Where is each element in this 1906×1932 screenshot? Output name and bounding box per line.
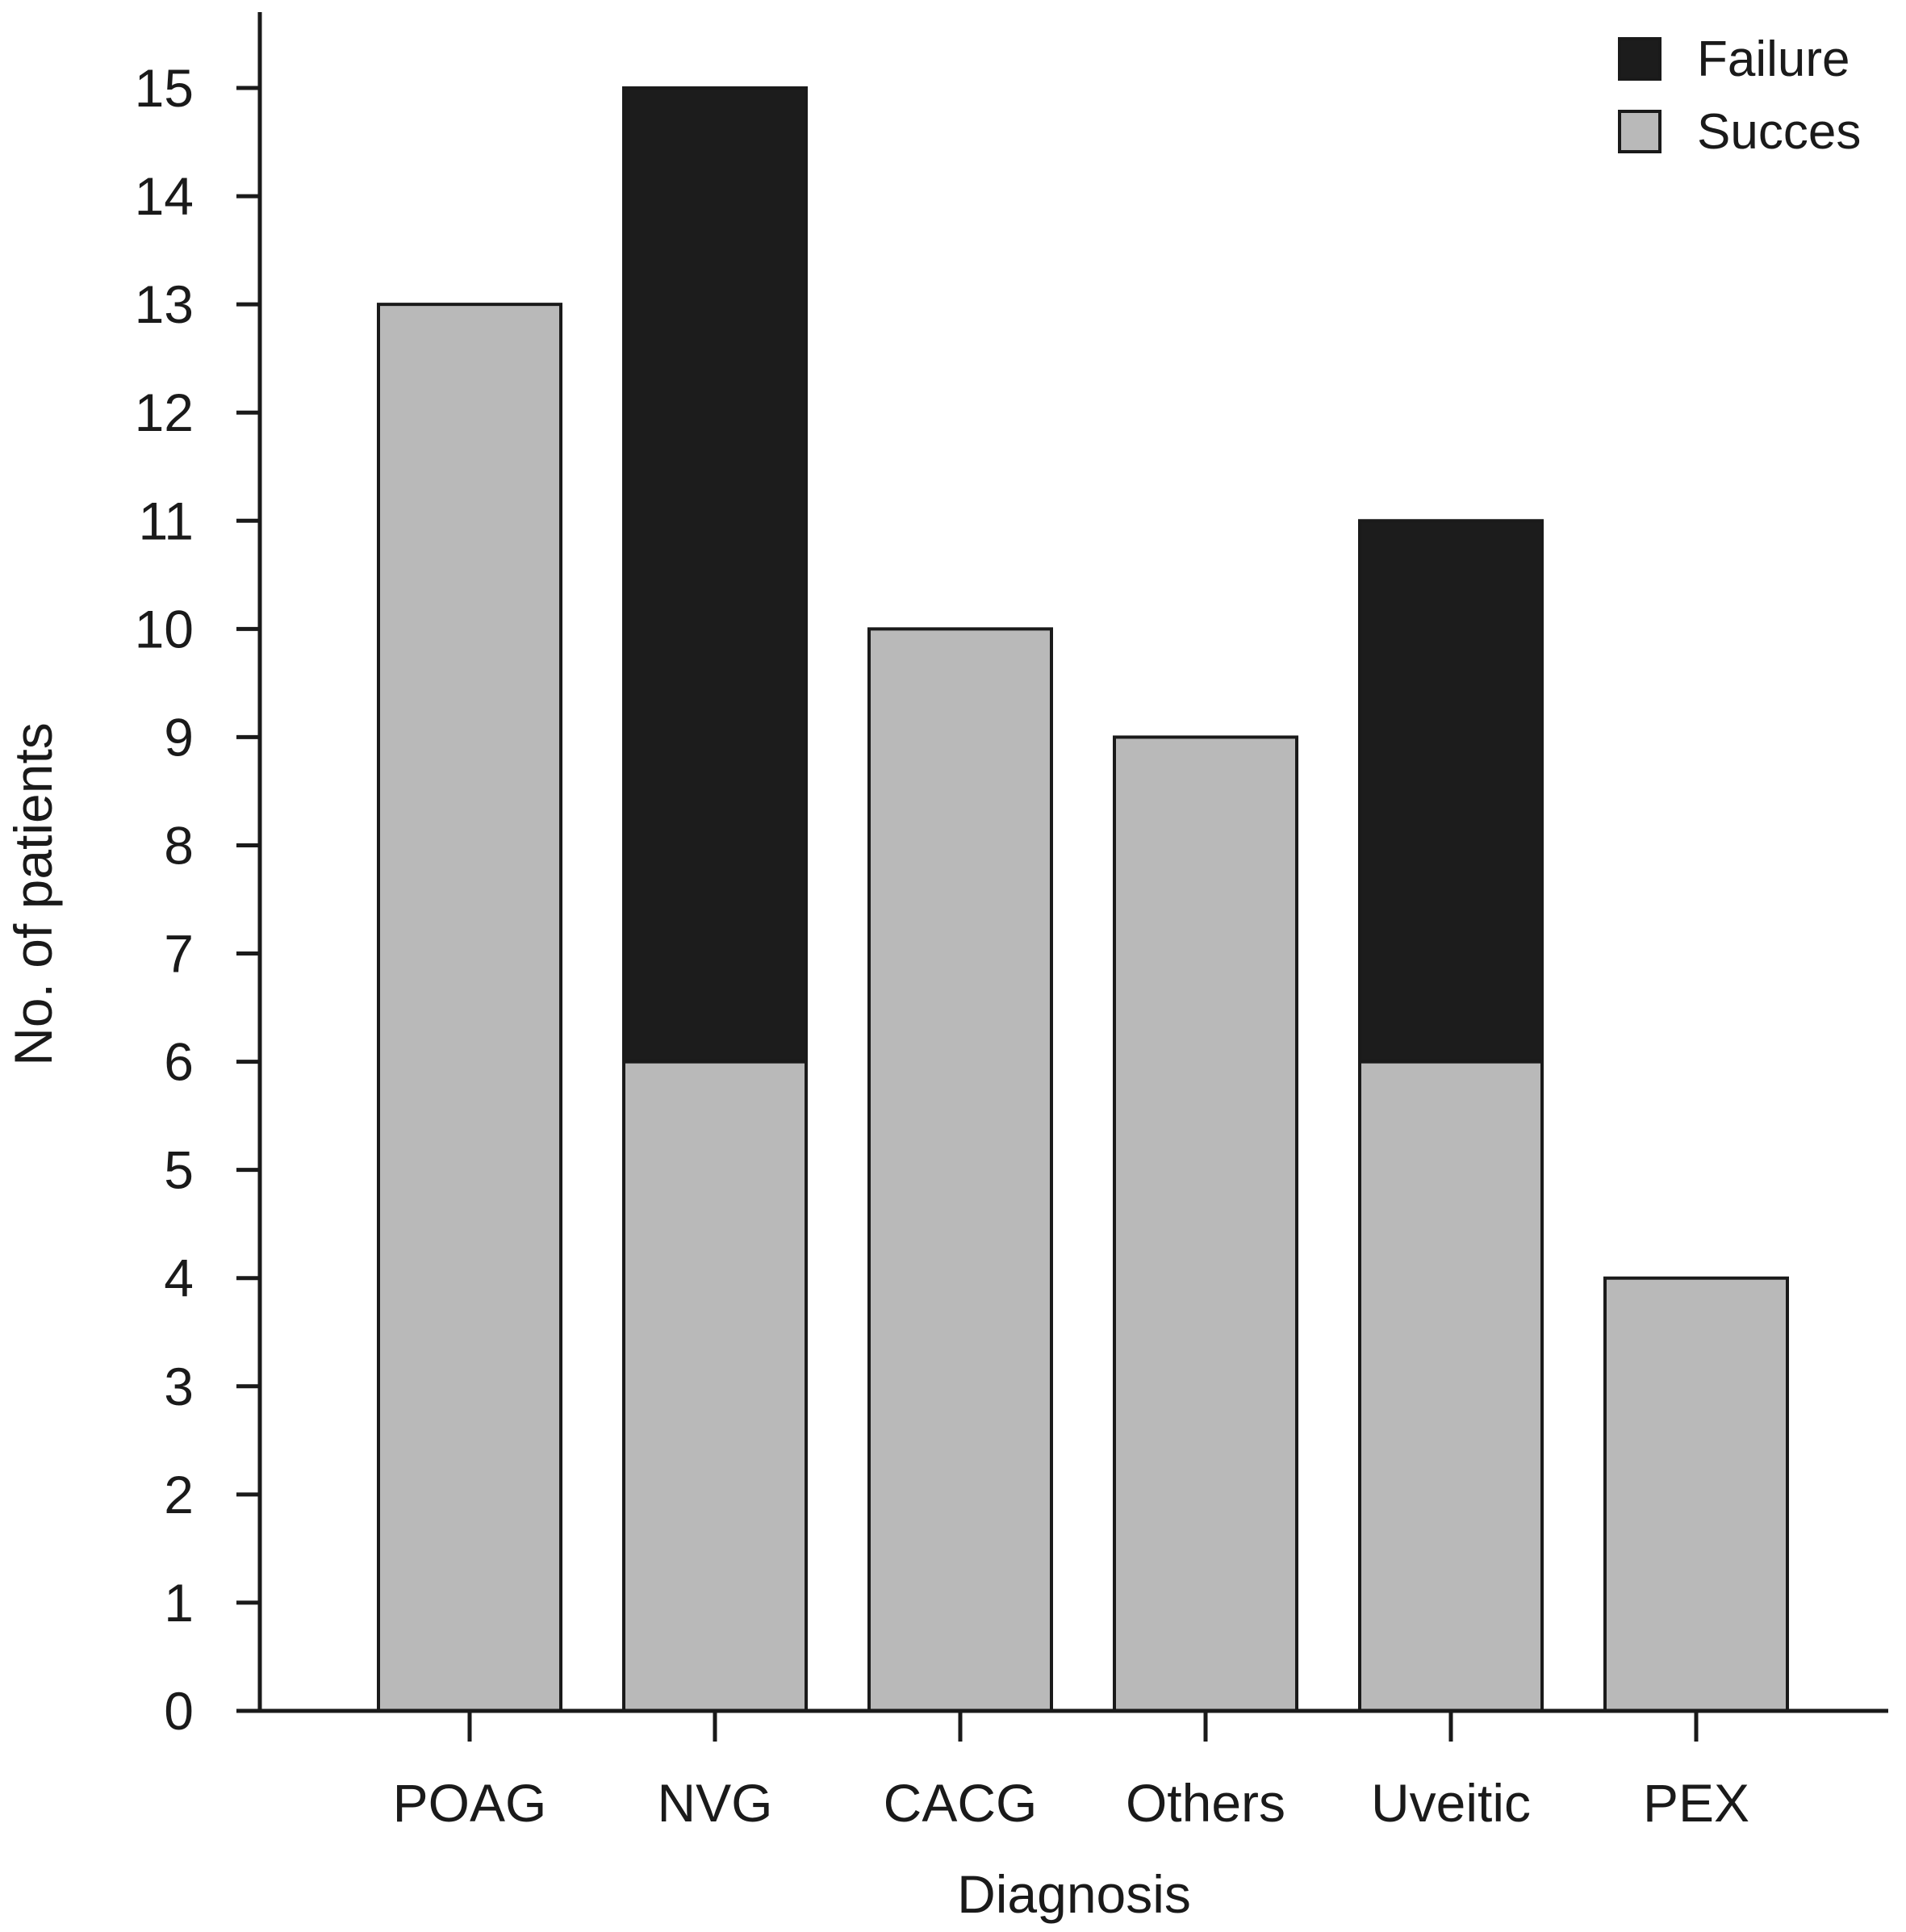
y-tick-label: 1 bbox=[164, 1573, 194, 1633]
bar-succes-poag bbox=[377, 303, 562, 1713]
y-tick-label: 6 bbox=[164, 1032, 194, 1092]
bars-layer bbox=[377, 86, 1789, 1713]
y-tick-label: 15 bbox=[135, 58, 194, 118]
y-tick-label: 4 bbox=[164, 1248, 194, 1308]
axes-layer bbox=[236, 12, 1888, 1713]
x-tick-label: CACG bbox=[884, 1773, 1038, 1833]
y-tick-label: 10 bbox=[135, 599, 194, 659]
y-tick-label: 8 bbox=[164, 815, 194, 875]
bar-failure-nvg bbox=[622, 86, 808, 1064]
x-ticks: POAG NVG CACG Others Uveitic PEX bbox=[393, 1711, 1749, 1833]
x-tick-label: POAG bbox=[393, 1773, 547, 1833]
x-tick-label: NVG bbox=[657, 1773, 772, 1833]
y-tick-label: 5 bbox=[164, 1140, 194, 1200]
legend: Failure Succes bbox=[1618, 31, 1861, 160]
y-tick-label: 2 bbox=[164, 1465, 194, 1524]
legend-swatch-succes bbox=[1618, 110, 1661, 153]
bar-succes-nvg bbox=[622, 1060, 808, 1712]
legend-swatch-failure bbox=[1618, 37, 1661, 81]
y-tick-label: 0 bbox=[164, 1681, 194, 1741]
x-tick-label: PEX bbox=[1643, 1773, 1749, 1833]
legend-label-failure: Failure bbox=[1697, 31, 1850, 87]
bar-failure-uveitic bbox=[1358, 519, 1544, 1064]
bar-succes-cacg bbox=[867, 627, 1053, 1712]
legend-label-succes: Succes bbox=[1697, 104, 1861, 160]
bar-succes-pex bbox=[1603, 1276, 1789, 1712]
x-tick-label: Others bbox=[1126, 1773, 1285, 1833]
y-tick-label: 9 bbox=[164, 707, 194, 767]
x-axis-title: Diagnosis bbox=[957, 1864, 1191, 1924]
y-tick-label: 7 bbox=[164, 924, 194, 984]
y-tick-label: 12 bbox=[135, 383, 194, 442]
y-axis-title: No. of patients bbox=[3, 722, 63, 1066]
y-tick-label: 14 bbox=[135, 166, 194, 226]
bar-succes-uveitic bbox=[1358, 1060, 1544, 1712]
bar-succes-others bbox=[1113, 735, 1298, 1712]
x-tick-label: Uveitic bbox=[1371, 1773, 1531, 1833]
y-tick-label: 13 bbox=[135, 274, 194, 334]
y-tick-label: 3 bbox=[164, 1357, 194, 1416]
y-tick-label: 11 bbox=[138, 491, 194, 550]
